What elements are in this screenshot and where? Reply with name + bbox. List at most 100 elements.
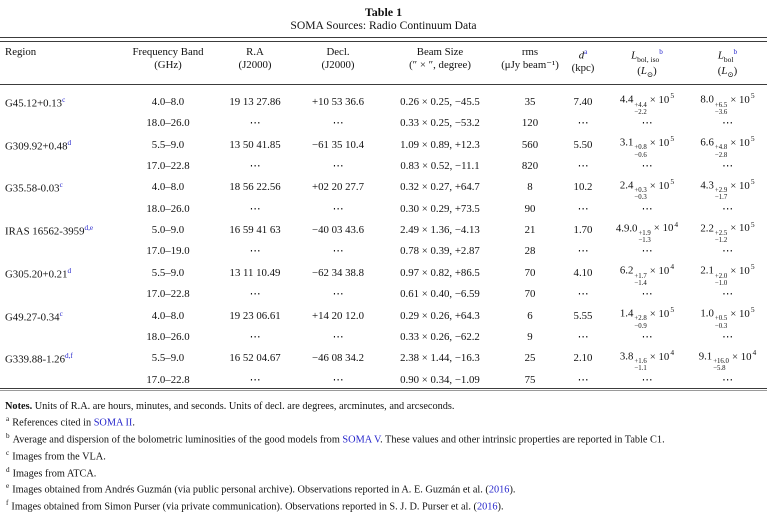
cell-lbol: 1.0 +0.5 −0.3 × 105 — [688, 302, 767, 330]
cell-ra: ⋯ — [214, 159, 296, 174]
exponent: 5 — [670, 91, 675, 101]
cell-beam: 1.09 × 0.89, +12.3 — [380, 131, 500, 159]
cell-region — [0, 159, 122, 174]
cell-ra: 16 59 41 63 — [214, 217, 296, 245]
cell-d: 10.2 — [560, 174, 606, 202]
cell-dec: ⋯ — [296, 287, 380, 302]
footnote-ref-b[interactable]: b — [659, 47, 663, 56]
cell-value: ⋯ — [577, 245, 589, 258]
cell-value: 5.0–9.0 — [151, 224, 185, 237]
cell-liso: 3.8 +1.6 −1.1 × 104 — [606, 345, 688, 373]
error-range: +2.0 −1.0 — [715, 273, 727, 288]
cell-value: 0.33 × 0.25, −53.2 — [400, 117, 480, 130]
exponent: 4 — [674, 219, 679, 229]
cell-lbol: 4.3 +2.9 −1.7 × 105 — [688, 174, 767, 202]
cell-value: ⋯ — [332, 202, 344, 215]
cell-value: 2.49 × 1.36, −4.13 — [400, 224, 480, 237]
cell-value: ⋯ — [577, 288, 589, 301]
cell-d: 2.10 — [560, 345, 606, 373]
cell-lbol: 9.1 +16.0 −5.8 × 104 — [688, 345, 767, 373]
region-name: G339.88-1.26 — [5, 354, 65, 367]
table-row: G35.58-0.03c 4.0–8.0 18 56 22.56 +02 20 27.… — [0, 174, 767, 202]
cell-value: ⋯ — [332, 117, 344, 130]
cell-value: 35 — [524, 95, 536, 108]
cell-value: 5.5–9.0 — [151, 266, 185, 279]
cell-freq: 5.0–9.0 — [122, 217, 214, 245]
table-row: IRAS 16562-3959d,e 5.0–9.0 16 59 41 63 −40 … — [0, 217, 767, 245]
region-name: G45.12+0.13 — [5, 97, 63, 110]
footnote-ref[interactable]: d — [67, 138, 72, 147]
footnote-ref-b[interactable]: b — [733, 47, 738, 56]
footnote-ref[interactable]: d,e — [84, 224, 94, 233]
footnote-text: Average and dispersion of the bolometric… — [12, 434, 343, 446]
footnote-ref[interactable]: c — [59, 181, 63, 190]
cell-value: 17.0–22.8 — [146, 373, 190, 386]
cell-region — [0, 202, 122, 217]
citation-link[interactable]: 2016 — [488, 484, 510, 496]
cell-value: 13 11 10.49 — [229, 266, 281, 279]
footnote-line: a References cited in SOMA II. — [5, 413, 762, 430]
exponent: 4 — [670, 262, 675, 272]
cell-lbol: ⋯ — [688, 116, 767, 131]
footnote-ref[interactable]: c — [62, 95, 66, 104]
cell-ra: ⋯ — [214, 116, 296, 131]
citation-link[interactable]: SOMA II — [93, 417, 133, 429]
lower-error: −1.7 — [714, 194, 728, 202]
cell-value: 13 50 41.85 — [229, 138, 281, 151]
cell-freq: 17.0–22.8 — [122, 373, 214, 388]
citation-link[interactable]: SOMA V — [342, 434, 381, 446]
table-subtitle: SOMA Sources: Radio Continuum Data — [290, 19, 477, 32]
cell-beam: 0.33 × 0.25, −53.2 — [380, 116, 500, 131]
footnote-ref[interactable]: d — [67, 266, 72, 275]
lower-error: −1.0 — [714, 279, 728, 287]
cell-value: 16 59 41 63 — [229, 224, 281, 237]
footnote-ref[interactable]: d,f — [64, 352, 73, 361]
lower-error: −2.2 — [634, 108, 647, 116]
cell-rms: 8 — [500, 174, 560, 202]
footnote-marker: f — [6, 499, 9, 508]
luminosity-value: 4.4 — [619, 94, 634, 106]
cell-ra: ⋯ — [214, 330, 296, 345]
col-header-lbol: Lbolb (L⊙) — [688, 41, 767, 86]
cell-value: 0.29 × 0.26, +64.3 — [400, 309, 480, 322]
upper-error: +2.9 — [714, 187, 728, 194]
cell-liso: ⋯ — [606, 373, 688, 388]
cell-d: ⋯ — [560, 373, 606, 388]
luminosity-value: 4.3 — [700, 179, 714, 192]
cell-lbol: 8.0 +6.5 −3.6 × 105 — [688, 85, 767, 116]
cell-dec: −62 34 38.8 — [296, 259, 380, 287]
cell-value: ⋯ — [332, 245, 344, 258]
cell-value: 820 — [521, 159, 539, 172]
cell-value: ⋯ — [722, 202, 733, 215]
citation-link[interactable]: 2016 — [476, 501, 498, 513]
cell-value: 28 — [524, 245, 536, 258]
cell-region: G309.92+0.48d — [0, 131, 122, 159]
cell-liso: ⋯ — [606, 202, 688, 217]
cell-lbol: 2.1 +2.0 −1.0 × 105 — [688, 259, 767, 287]
lower-error: −1.2 — [714, 237, 728, 245]
cell-value: ⋯ — [249, 202, 261, 215]
cell-lbol: ⋯ — [688, 159, 767, 174]
cell-region: IRAS 16562-3959d,e — [0, 217, 122, 245]
cell-value: 2.10 — [573, 352, 593, 365]
cell-region: G339.88-1.26d,f — [0, 345, 122, 373]
table-row: 17.0–22.8 ⋯ ⋯ 0.83 × 0.52, −11.1 820 ⋯ ⋯ ⋯ — [0, 159, 767, 174]
cell-liso: ⋯ — [606, 244, 688, 259]
luminosity-value: 3.8 — [619, 350, 634, 363]
cell-value: ⋯ — [249, 330, 261, 343]
cell-value: 0.33 × 0.26, −62.2 — [400, 330, 480, 343]
region-name: G305.20+0.21 — [5, 268, 68, 281]
lower-error: −5.8 — [713, 365, 726, 373]
cell-ra: 18 56 22.56 — [214, 174, 296, 202]
lower-error: −3.6 — [714, 108, 728, 116]
luminosity-value: 2.1 — [700, 265, 714, 277]
cell-value: ⋯ — [722, 373, 733, 386]
cell-value: 5.55 — [573, 309, 593, 322]
footnote-ref-a[interactable]: a — [584, 47, 588, 56]
cell-value: 560 — [521, 138, 539, 151]
exponent: 5 — [750, 262, 755, 272]
error-range: +2.8 −0.9 — [634, 315, 646, 330]
footnote-ref[interactable]: c — [59, 309, 63, 318]
cell-dec: +14 20 12.0 — [296, 302, 380, 330]
footnote-line: e Images obtained from Andrés Guzmán (via… — [5, 480, 762, 497]
